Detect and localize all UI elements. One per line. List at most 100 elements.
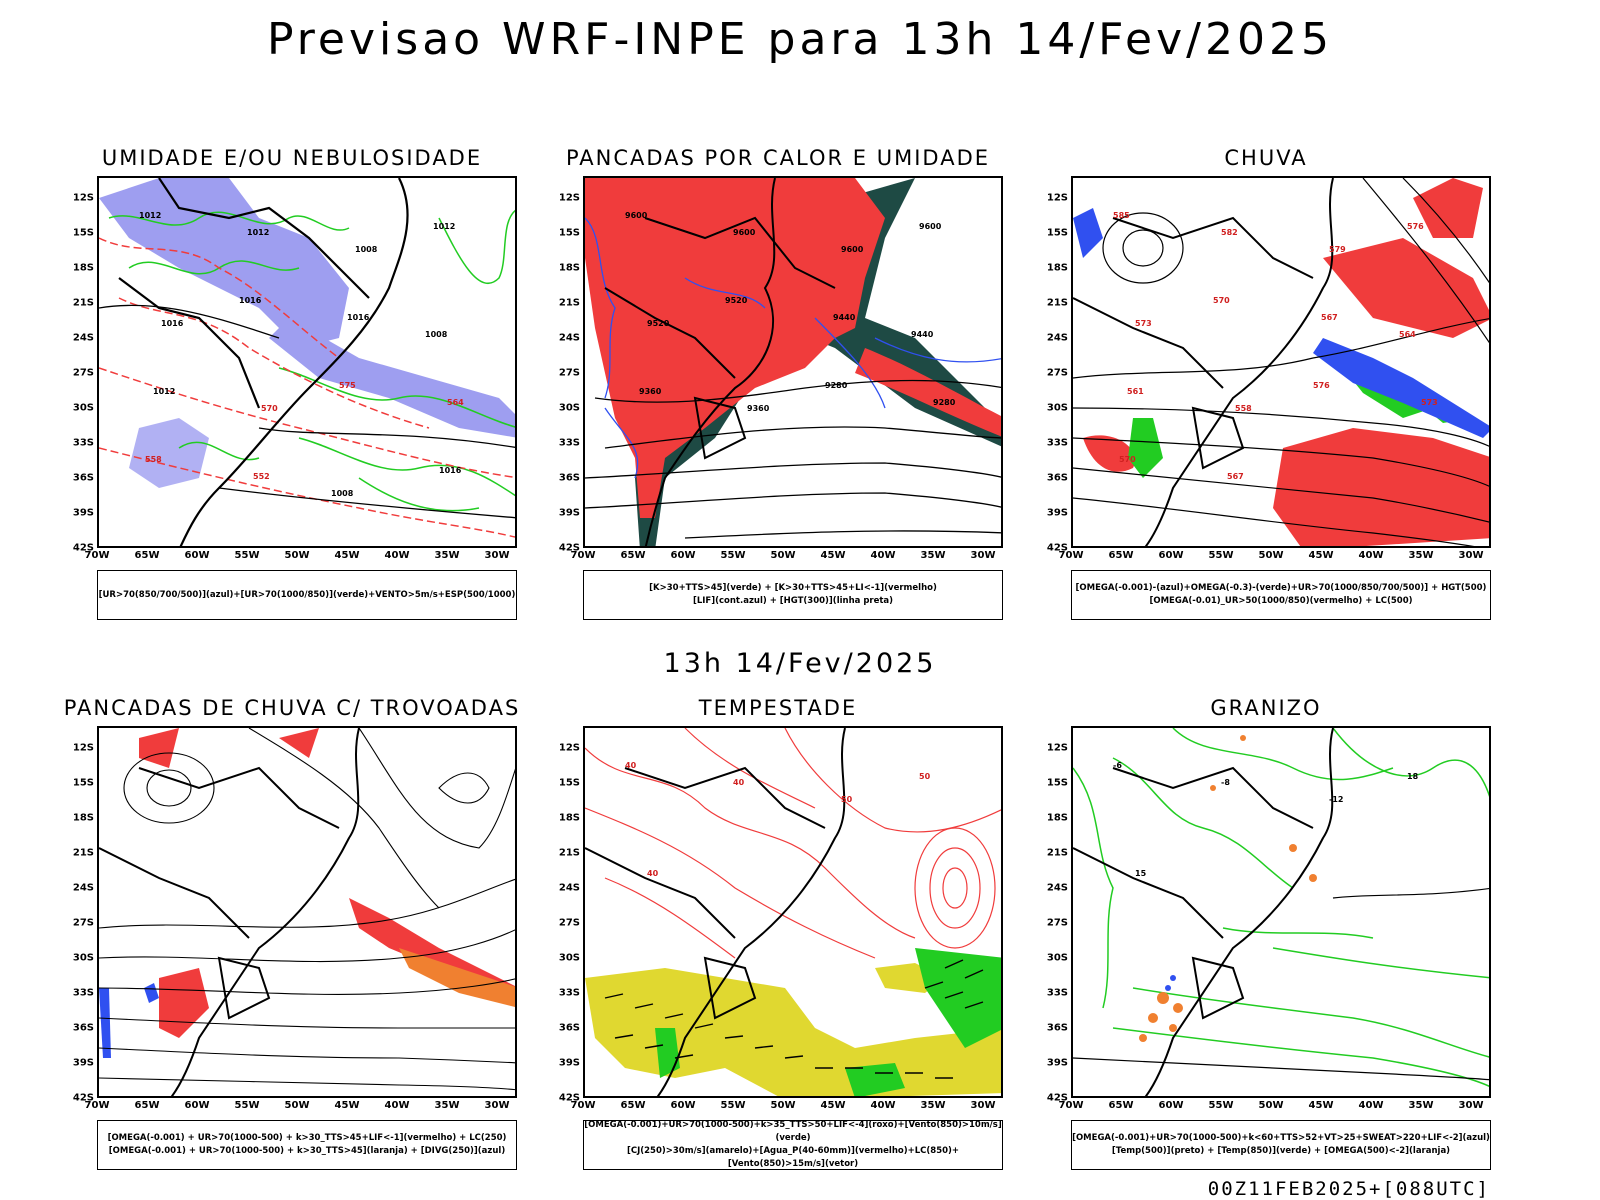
- lon-tick-label: 35W: [920, 550, 946, 561]
- map-umidade[interactable]: 1012 1012 1008 1012 1016 1016 1016 1008 1012 570 5…: [97, 176, 517, 548]
- lat-tick-label: 39S: [72, 507, 94, 519]
- lon-tick-label: 70W: [84, 550, 110, 561]
- lat-tick-label: 33S: [72, 987, 94, 999]
- panel-title: TEMPESTADE: [698, 696, 858, 720]
- lat-tick-label: 24S: [558, 882, 580, 894]
- lon-tick-label: 65W: [1108, 550, 1134, 561]
- lon-tick-label: 60W: [1158, 1100, 1184, 1111]
- legend-box: [OMEGA(-0.001)+UR>70(1000-500)+k<60+TTS>…: [1071, 1120, 1491, 1170]
- lat-tick-label: 15S: [1046, 227, 1068, 239]
- lon-tick-label: 30W: [1458, 550, 1484, 561]
- lon-tick-label: 35W: [1408, 550, 1434, 561]
- contour-label: 9280: [825, 381, 848, 390]
- contour-label: 9600: [919, 222, 942, 231]
- contour-label: 9280: [933, 398, 956, 407]
- panel-title: UMIDADE E/OU NEBULOSIDADE: [101, 146, 483, 170]
- lat-tick-label: 27S: [1046, 917, 1068, 929]
- lat-tick-label: 12S: [72, 192, 94, 204]
- map-chuva[interactable]: 585 582 579 576 573 570 567 564 561 558 576 573 570 5…: [1071, 176, 1491, 548]
- lon-tick-label: 70W: [1058, 1100, 1084, 1111]
- lon-tick-label: 60W: [184, 1100, 210, 1111]
- lat-tick-label: 27S: [1046, 367, 1068, 379]
- red-instability-area: [585, 178, 885, 518]
- contour-label: 1012: [247, 228, 269, 237]
- lon-tick-label: 35W: [434, 550, 460, 561]
- political-borders: [1073, 178, 1334, 546]
- contour-label: 576: [1407, 222, 1424, 231]
- lat-tick-label: 12S: [558, 192, 580, 204]
- hgt500-contours: [1073, 178, 1489, 546]
- legend-line-2: [OMEGA(-0.001) + UR>70(1000-500) + k>30_…: [108, 1146, 506, 1156]
- lon-tick-label: 55W: [720, 550, 746, 561]
- lat-tick-label: 24S: [1046, 882, 1068, 894]
- map-tempestade-svg: 40 40 50 50 40: [585, 728, 1001, 1096]
- lon-tick-label: 40W: [870, 1100, 896, 1111]
- lon-tick-label: 60W: [1158, 550, 1184, 561]
- contour-label: 1012: [139, 211, 161, 220]
- map-umidade-svg: 1012 1012 1008 1012 1016 1016 1016 1008 1012 570 5…: [99, 178, 515, 546]
- lat-tick-label: 27S: [72, 367, 94, 379]
- lat-axis: 12S 15S 18S 21S 24S 27S 30S 33S 36S 39S 42S: [1032, 726, 1068, 1104]
- legend-line-2: [Temp(500)](preto) + [Temp(850)](verde) …: [1111, 1146, 1451, 1156]
- lon-tick-label: 70W: [1058, 550, 1084, 561]
- lon-tick-label: 70W: [84, 1100, 110, 1111]
- lat-axis: 12S 15S 18S 21S 24S 27S 30S 33S 36S 39S 42S: [1032, 176, 1068, 554]
- contour-label: 1016: [439, 466, 462, 475]
- lat-tick-label: 15S: [72, 227, 94, 239]
- lon-axis: 70W 65W 60W 55W 50W 45W 40W 35W 30W: [85, 550, 517, 564]
- lon-tick-label: 60W: [670, 550, 696, 561]
- panel-umidade: UMIDADE E/OU NEBULOSIDADE 12S 15S 18S 21S 24…: [22, 146, 562, 626]
- contour-label: 558: [145, 455, 162, 464]
- contour-label: 9600: [625, 211, 648, 220]
- lat-tick-label: 33S: [558, 987, 580, 999]
- lat-tick-label: 18S: [1046, 812, 1068, 824]
- orange-area: [399, 948, 515, 1007]
- lon-tick-label: 45W: [1308, 550, 1334, 561]
- panel-title: GRANIZO: [1210, 696, 1322, 720]
- contour-label: 9520: [647, 319, 670, 328]
- panel-title: PANCADAS DE CHUVA C/ TROVOADAS: [63, 696, 521, 720]
- lon-axis: 70W 65W 60W 55W 50W 45W 40W 35W 30W: [1059, 550, 1491, 564]
- lif-contours: [585, 217, 1001, 479]
- contour-label: 579: [1329, 245, 1346, 254]
- contour-label: 9440: [833, 313, 856, 322]
- map-granizo[interactable]: -6 -8 -12 18 15: [1071, 726, 1491, 1098]
- lat-tick-label: 42S: [1046, 542, 1068, 554]
- lat-tick-label: 39S: [558, 507, 580, 519]
- lon-tick-label: 45W: [1308, 1100, 1334, 1111]
- lat-tick-label: 18S: [72, 812, 94, 824]
- lat-tick-label: 24S: [72, 882, 94, 894]
- hgt-contours: [585, 379, 1001, 539]
- lat-tick-label: 39S: [1046, 507, 1068, 519]
- lat-tick-label: 24S: [72, 332, 94, 344]
- lon-tick-label: 60W: [184, 550, 210, 561]
- blue-humidity-areas: [99, 178, 515, 488]
- lon-tick-label: 50W: [284, 1100, 310, 1111]
- lat-tick-label: 12S: [558, 742, 580, 754]
- contour-label: 9360: [639, 387, 662, 396]
- lat-axis: 12S 15S 18S 21S 24S 27S 30S 33S 36S 39S 42S: [544, 726, 580, 1104]
- lon-tick-label: 45W: [820, 1100, 846, 1111]
- map-pancadas-trovoadas[interactable]: [97, 726, 517, 1098]
- lat-tick-label: 33S: [558, 437, 580, 449]
- legend-line-1: [OMEGA(-0.001)+UR>70(1000-500)+k>35_TTS>…: [584, 1120, 1002, 1143]
- map-tempestade[interactable]: 40 40 50 50 40: [583, 726, 1003, 1098]
- lat-tick-label: 36S: [1046, 1022, 1068, 1034]
- contour-label: -6: [1113, 761, 1122, 770]
- lat-tick-label: 12S: [72, 742, 94, 754]
- map-pancadas-calor-svg: 9600 9600 9600 9600 9520 9520 9440 9440 9360 9360…: [585, 178, 1001, 546]
- lat-tick-label: 21S: [1046, 847, 1068, 859]
- red-dashed-contours: [99, 237, 515, 538]
- legend-line-1: [K>30+TTS>45](verde) + [K>30+TTS>45+LI<-…: [649, 583, 937, 593]
- panel-granizo: GRANIZO 12S 15S 18S 21S 24S 27S 30S 33S 36S 39S 42…: [996, 696, 1536, 1176]
- map-pancadas-calor[interactable]: 9600 9600 9600 9600 9520 9520 9440 9440 9360 9360…: [583, 176, 1003, 548]
- lon-tick-label: 70W: [570, 1100, 596, 1111]
- lon-tick-label: 50W: [770, 550, 796, 561]
- contour-label: 9600: [733, 228, 756, 237]
- lat-tick-label: 21S: [1046, 297, 1068, 309]
- lon-tick-label: 40W: [1358, 550, 1384, 561]
- contour-label: 15: [1135, 869, 1147, 878]
- political-borders: [99, 728, 360, 1096]
- lon-tick-label: 30W: [484, 550, 510, 561]
- lat-tick-label: 21S: [72, 847, 94, 859]
